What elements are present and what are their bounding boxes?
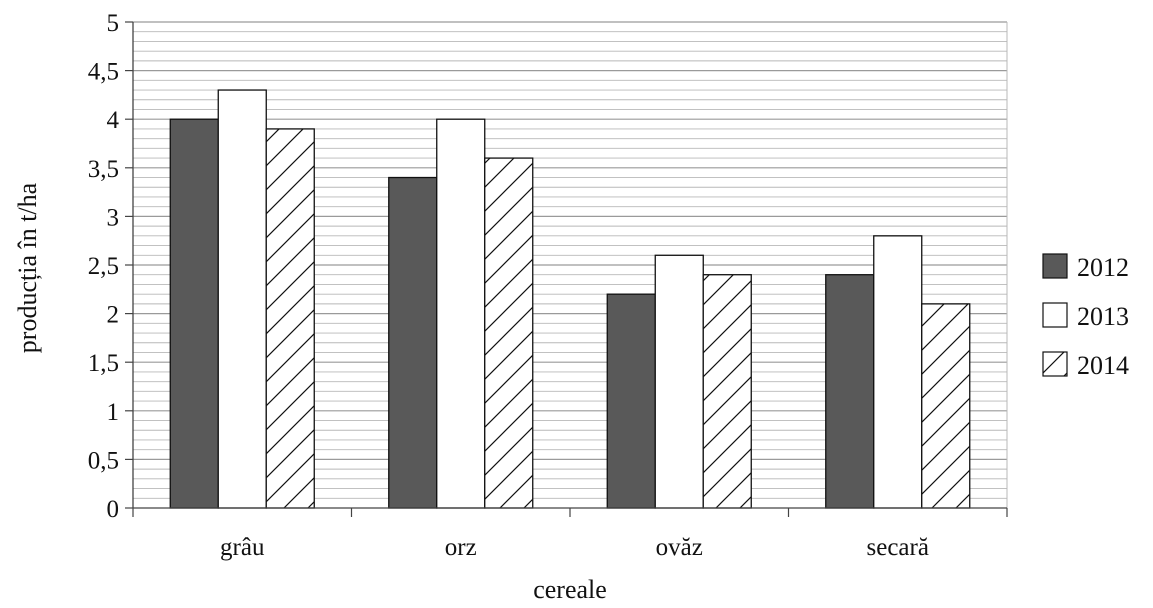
y-tick-label: 4 [107, 107, 120, 134]
y-tick-label: 5 [107, 10, 120, 37]
bar-2014-3 [921, 303, 971, 509]
legend-label-2013: 2013 [1077, 302, 1129, 331]
x-tick-label: grâu [220, 534, 265, 561]
y-tick-label: 2 [107, 302, 120, 329]
bar-2012-2 [606, 293, 656, 509]
axes [125, 21, 1008, 517]
y-tick-label: 0 [107, 496, 120, 523]
tick-labels: 0 0,5 1 1,5 2 2,5 3 3,5 4 4,5 5 grâu orz ovăz secară [88, 10, 929, 561]
y-tick-label: 0,5 [88, 447, 119, 474]
bar-2012-3 [825, 274, 875, 509]
bar-2013-2 [654, 254, 704, 509]
bar-2012-0 [169, 118, 219, 509]
bar-2014-2 [702, 274, 752, 509]
legend: 2012 2013 2014 [1042, 253, 1129, 380]
y-axis-label: producția în t/ha [13, 182, 42, 353]
y-tick-label: 1 [107, 399, 120, 426]
y-tick-label: 1,5 [88, 350, 119, 377]
y-tick-label: 4,5 [88, 59, 119, 86]
bar-2014-0 [265, 128, 315, 509]
bar-2013-3 [873, 235, 923, 509]
x-axis-label: cereale [533, 575, 607, 604]
legend-swatch-2013 [1042, 302, 1068, 328]
x-tick-label: secară [867, 534, 929, 561]
bars [169, 89, 971, 509]
y-tick-label: 3 [107, 204, 120, 231]
x-tick-label: ovăz [656, 534, 703, 561]
bar-2012-1 [388, 176, 438, 509]
y-tick-label: 2,5 [88, 253, 119, 280]
bar-2013-1 [436, 118, 486, 509]
bar-2014-1 [484, 157, 534, 509]
y-tick-label: 3,5 [88, 156, 119, 183]
bar-2013-0 [217, 89, 267, 509]
legend-swatch-2014 [1042, 351, 1068, 377]
legend-label-2012: 2012 [1077, 253, 1129, 282]
x-tick-label: orz [445, 534, 477, 561]
legend-label-2014: 2014 [1077, 351, 1129, 380]
legend-swatch-2012 [1042, 253, 1068, 279]
